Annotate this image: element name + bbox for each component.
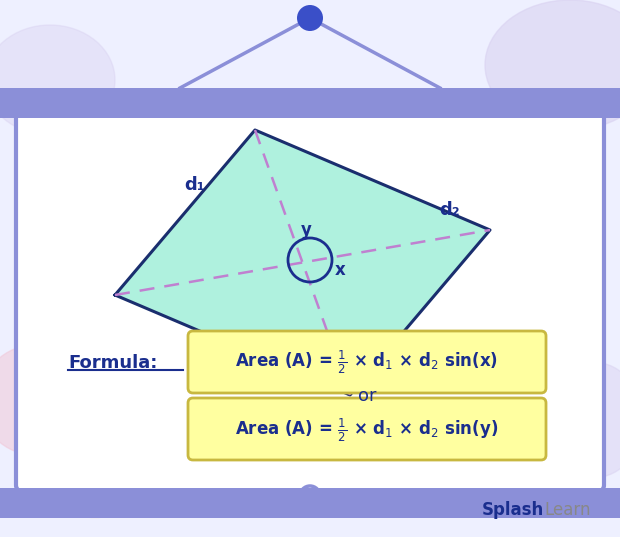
FancyBboxPatch shape (188, 331, 546, 393)
Text: x: x (335, 261, 345, 279)
Ellipse shape (0, 345, 90, 455)
Text: Splash: Splash (482, 501, 544, 519)
Text: d₁: d₁ (185, 176, 205, 194)
FancyBboxPatch shape (0, 488, 620, 518)
Ellipse shape (0, 25, 115, 135)
Text: d₂: d₂ (440, 201, 460, 219)
FancyBboxPatch shape (0, 88, 620, 118)
Ellipse shape (485, 0, 620, 130)
Circle shape (297, 5, 323, 31)
FancyBboxPatch shape (188, 398, 546, 460)
Ellipse shape (30, 423, 160, 518)
Ellipse shape (547, 362, 620, 477)
Polygon shape (115, 130, 490, 395)
Text: y: y (301, 221, 311, 239)
Text: Area (A) = $\frac{1}{2}$ × d$_1$ × d$_2$ sin(x): Area (A) = $\frac{1}{2}$ × d$_1$ × d$_2$… (236, 349, 498, 376)
Text: or: or (358, 387, 376, 405)
Text: Area (A) = $\frac{1}{2}$ × d$_1$ × d$_2$ sin(y): Area (A) = $\frac{1}{2}$ × d$_1$ × d$_2$… (236, 416, 498, 444)
FancyBboxPatch shape (16, 94, 604, 491)
Text: Formula:: Formula: (68, 354, 157, 372)
Text: Learn: Learn (544, 501, 590, 519)
